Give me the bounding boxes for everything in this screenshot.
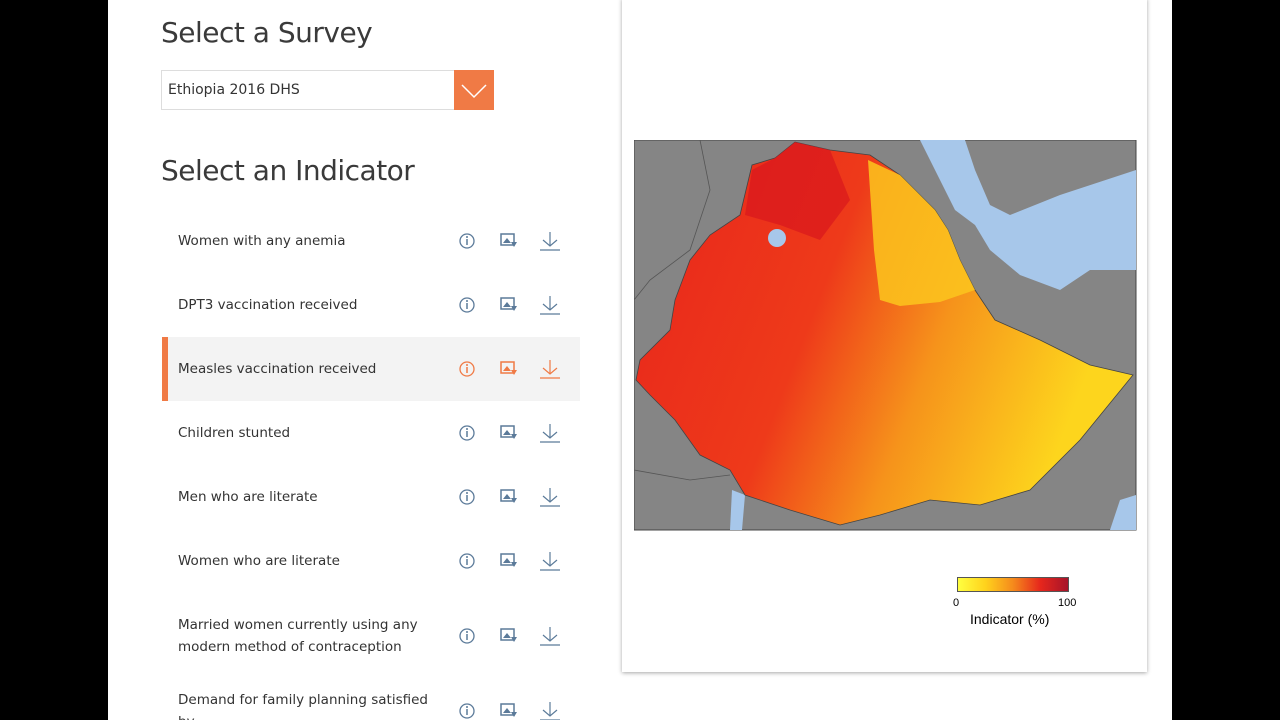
legend-min: 0 (953, 597, 960, 609)
indicator-row[interactable]: Measles vaccination received (162, 337, 580, 401)
map-image-icon[interactable] (497, 486, 521, 508)
download-icon[interactable] (538, 550, 562, 572)
map-image-icon[interactable] (497, 422, 521, 444)
indicator-row[interactable]: Women who are literate (162, 529, 580, 593)
page: Select a Survey Ethiopia 2016 DHS Select… (108, 0, 1172, 720)
indicator-title: Select an Indicator (161, 154, 415, 187)
info-icon[interactable] (455, 625, 479, 647)
indicator-label: Women who are literate (178, 553, 340, 569)
legend-title: Indicator (%) (970, 611, 1050, 627)
indicator-row[interactable]: Women with any anemia (162, 209, 580, 273)
indicator-row[interactable]: Married women currently using any modern… (162, 593, 580, 679)
info-icon[interactable] (455, 486, 479, 508)
indicator-list: Women with any anemia DPT3 vaccination re… (162, 209, 580, 720)
dropdown-button[interactable] (454, 70, 494, 110)
map (634, 140, 1137, 531)
indicator-label: Men who are literate (178, 489, 318, 505)
download-icon[interactable] (538, 625, 562, 647)
legend-max: 100 (1058, 597, 1077, 609)
download-icon[interactable] (538, 230, 562, 252)
info-icon[interactable] (455, 700, 479, 720)
download-icon[interactable] (538, 294, 562, 316)
map-image-icon[interactable] (497, 230, 521, 252)
indicator-label: DPT3 vaccination received (178, 297, 358, 313)
indicator-row[interactable]: Men who are literate (162, 465, 580, 529)
survey-title: Select a Survey (161, 16, 373, 49)
download-icon[interactable] (538, 486, 562, 508)
indicator-label: Women with any anemia (178, 233, 346, 249)
info-icon[interactable] (455, 230, 479, 252)
info-icon[interactable] (455, 550, 479, 572)
dropdown-value: Ethiopia 2016 DHS (168, 82, 300, 98)
info-icon[interactable] (455, 294, 479, 316)
info-icon[interactable] (455, 358, 479, 380)
legend-bar (957, 577, 1069, 592)
indicator-label: Married women currently using any modern… (178, 617, 418, 655)
map-image-icon[interactable] (497, 358, 521, 380)
indicator-label: Measles vaccination received (178, 361, 377, 377)
map-image-icon[interactable] (497, 294, 521, 316)
survey-dropdown[interactable]: Ethiopia 2016 DHS (161, 70, 494, 110)
download-icon[interactable] (538, 358, 562, 380)
map-image-icon[interactable] (497, 625, 521, 647)
indicator-label: Children stunted (178, 425, 291, 441)
download-icon[interactable] (538, 700, 562, 720)
indicator-row[interactable]: Children stunted (162, 401, 580, 465)
map-image-icon[interactable] (497, 700, 521, 720)
info-icon[interactable] (455, 422, 479, 444)
download-icon[interactable] (538, 422, 562, 444)
map-image-icon[interactable] (497, 550, 521, 572)
indicator-row[interactable]: DPT3 vaccination received (162, 273, 580, 337)
indicator-label: Demand for family planning satisfied by (178, 692, 428, 720)
chevron (461, 84, 487, 99)
indicator-row[interactable]: Demand for family planning satisfied by (162, 679, 580, 720)
